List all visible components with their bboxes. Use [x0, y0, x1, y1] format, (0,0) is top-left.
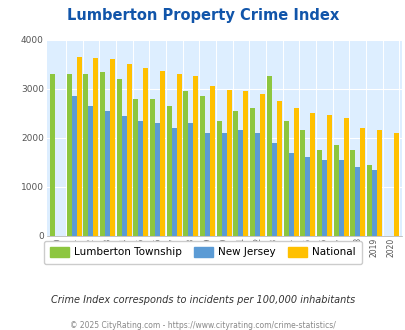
Bar [338, 160, 343, 236]
Bar [271, 143, 276, 236]
Bar [299, 130, 305, 236]
Bar [188, 123, 193, 236]
Bar [133, 99, 138, 236]
Bar [110, 59, 115, 236]
Bar [66, 74, 72, 236]
Bar [166, 106, 171, 236]
Bar [193, 77, 198, 236]
Bar [233, 111, 238, 236]
Bar [321, 160, 326, 236]
Bar [183, 91, 188, 236]
Bar [309, 113, 314, 236]
Bar [205, 133, 210, 236]
Bar [276, 101, 281, 236]
Text: Crime Index corresponds to incidents per 100,000 inhabitants: Crime Index corresponds to incidents per… [51, 295, 354, 305]
Bar [226, 90, 231, 236]
Bar [254, 133, 260, 236]
Bar [138, 120, 143, 236]
Bar [210, 86, 215, 236]
Bar [150, 99, 155, 236]
Bar [72, 96, 77, 236]
Bar [200, 96, 205, 236]
Bar [117, 79, 121, 236]
Bar [83, 74, 88, 236]
Bar [359, 128, 364, 236]
Bar [333, 145, 338, 236]
Bar [143, 68, 148, 236]
Bar [343, 118, 348, 236]
Bar [105, 111, 110, 236]
Text: © 2025 CityRating.com - https://www.cityrating.com/crime-statistics/: © 2025 CityRating.com - https://www.city… [70, 321, 335, 330]
Bar [155, 123, 160, 236]
Bar [366, 165, 371, 236]
Bar [238, 130, 243, 236]
Bar [243, 91, 248, 236]
Bar [350, 150, 354, 236]
Bar [316, 150, 321, 236]
Bar [288, 152, 293, 236]
Bar [354, 167, 359, 236]
Bar [160, 71, 165, 236]
Bar [326, 115, 331, 236]
Bar [283, 120, 288, 236]
Bar [249, 108, 254, 236]
Bar [100, 72, 105, 236]
Bar [77, 57, 81, 236]
Bar [221, 133, 226, 236]
Bar [266, 77, 271, 236]
Bar [216, 120, 221, 236]
Bar [93, 58, 98, 236]
Bar [88, 106, 93, 236]
Bar [122, 116, 126, 236]
Bar [126, 64, 132, 236]
Bar [260, 94, 264, 236]
Bar [171, 128, 176, 236]
Bar [376, 130, 381, 236]
Bar [305, 157, 309, 236]
Bar [293, 108, 298, 236]
Legend: Lumberton Township, New Jersey, National: Lumberton Township, New Jersey, National [44, 241, 361, 264]
Bar [176, 74, 181, 236]
Bar [50, 74, 55, 236]
Bar [371, 170, 376, 236]
Bar [392, 133, 398, 236]
Text: Lumberton Property Crime Index: Lumberton Property Crime Index [67, 8, 338, 23]
